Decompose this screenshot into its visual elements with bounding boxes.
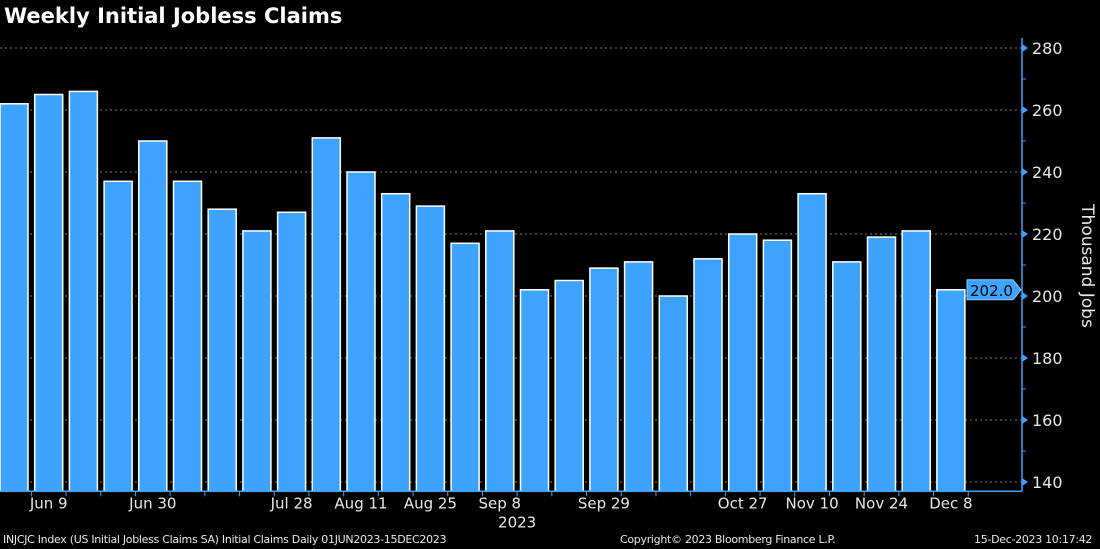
bar-nov-10 [797,192,827,493]
x-tick-label: Nov 10 [786,494,839,512]
bar-jul-28 [276,211,307,493]
bar-jun-30 [138,140,168,493]
bar-aug-18 [380,192,411,493]
bar-dec-1 [901,230,931,493]
x-tick-label: Aug 25 [404,494,457,512]
bar-nov-24 [866,236,897,493]
timestamp: 15-Dec-2023 10:17:42 [974,533,1093,546]
x-tick-label: Sep 29 [578,494,630,512]
y-tick [1022,478,1028,486]
bar-jun-2 [0,103,29,493]
bar-sep-29 [589,267,619,493]
x-tick-label: Jun 30 [128,494,176,512]
bar-oct-20 [693,258,723,493]
bar-jul-7 [172,180,203,493]
bar-jul-14 [207,208,237,493]
x-tick-label: Jul 28 [270,494,313,512]
x-axis-year-label: 2023 [498,513,536,531]
x-tick-label: Nov 24 [855,494,908,512]
bar-jul-21 [242,230,272,493]
bar-oct-13 [658,295,689,493]
y-tick-label: 140 [1032,473,1063,492]
bar-sep-22 [554,279,584,493]
y-tick [1022,292,1028,300]
x-tick-label: Sep 8 [479,494,522,512]
y-tick-label: 200 [1032,287,1063,306]
bar-nov-17 [832,261,862,493]
bar-jun-23 [103,180,133,493]
y-tick-label: 240 [1032,163,1063,182]
bar-jun-9 [33,93,64,493]
last-value-label: 202.0 [970,282,1013,300]
bar-oct-6 [623,261,654,493]
bar-oct-27 [727,233,758,493]
y-tick-label: 220 [1032,225,1063,244]
x-tick-label: Dec 8 [929,494,972,512]
y-tick [1022,168,1028,176]
y-tick-label: 260 [1032,101,1063,120]
y-axis-label: Thousand Jobs [1077,203,1097,328]
bar-aug-25 [415,205,446,493]
y-tick [1022,416,1028,424]
bar-sep-15 [519,289,550,493]
bar-nov-3 [762,239,793,493]
copyright: Copyright© 2023 Bloomberg Finance L.P. [620,533,836,546]
x-tick-label: Jun 9 [29,494,68,512]
y-tick-label: 160 [1032,411,1063,430]
y-tick [1022,230,1028,238]
y-tick [1022,106,1028,114]
bar-jun-16 [68,90,99,493]
x-tick-label: Aug 11 [334,494,387,512]
y-tick [1022,44,1028,52]
bar-dec-8 [936,289,966,493]
bar-aug-11 [346,171,376,493]
y-tick-label: 280 [1032,39,1063,58]
last-value-tag [966,279,1022,301]
bar-sep-1 [450,242,480,493]
source-note: INJCJC Index (US Initial Jobless Claims … [3,533,447,546]
x-tick-label: Oct 27 [718,494,768,512]
y-tick [1022,354,1028,362]
bar-aug-4 [311,137,342,493]
y-tick-label: 180 [1032,349,1063,368]
chart-title: Weekly Initial Jobless Claims [4,4,343,28]
bar-sep-8 [485,230,515,493]
